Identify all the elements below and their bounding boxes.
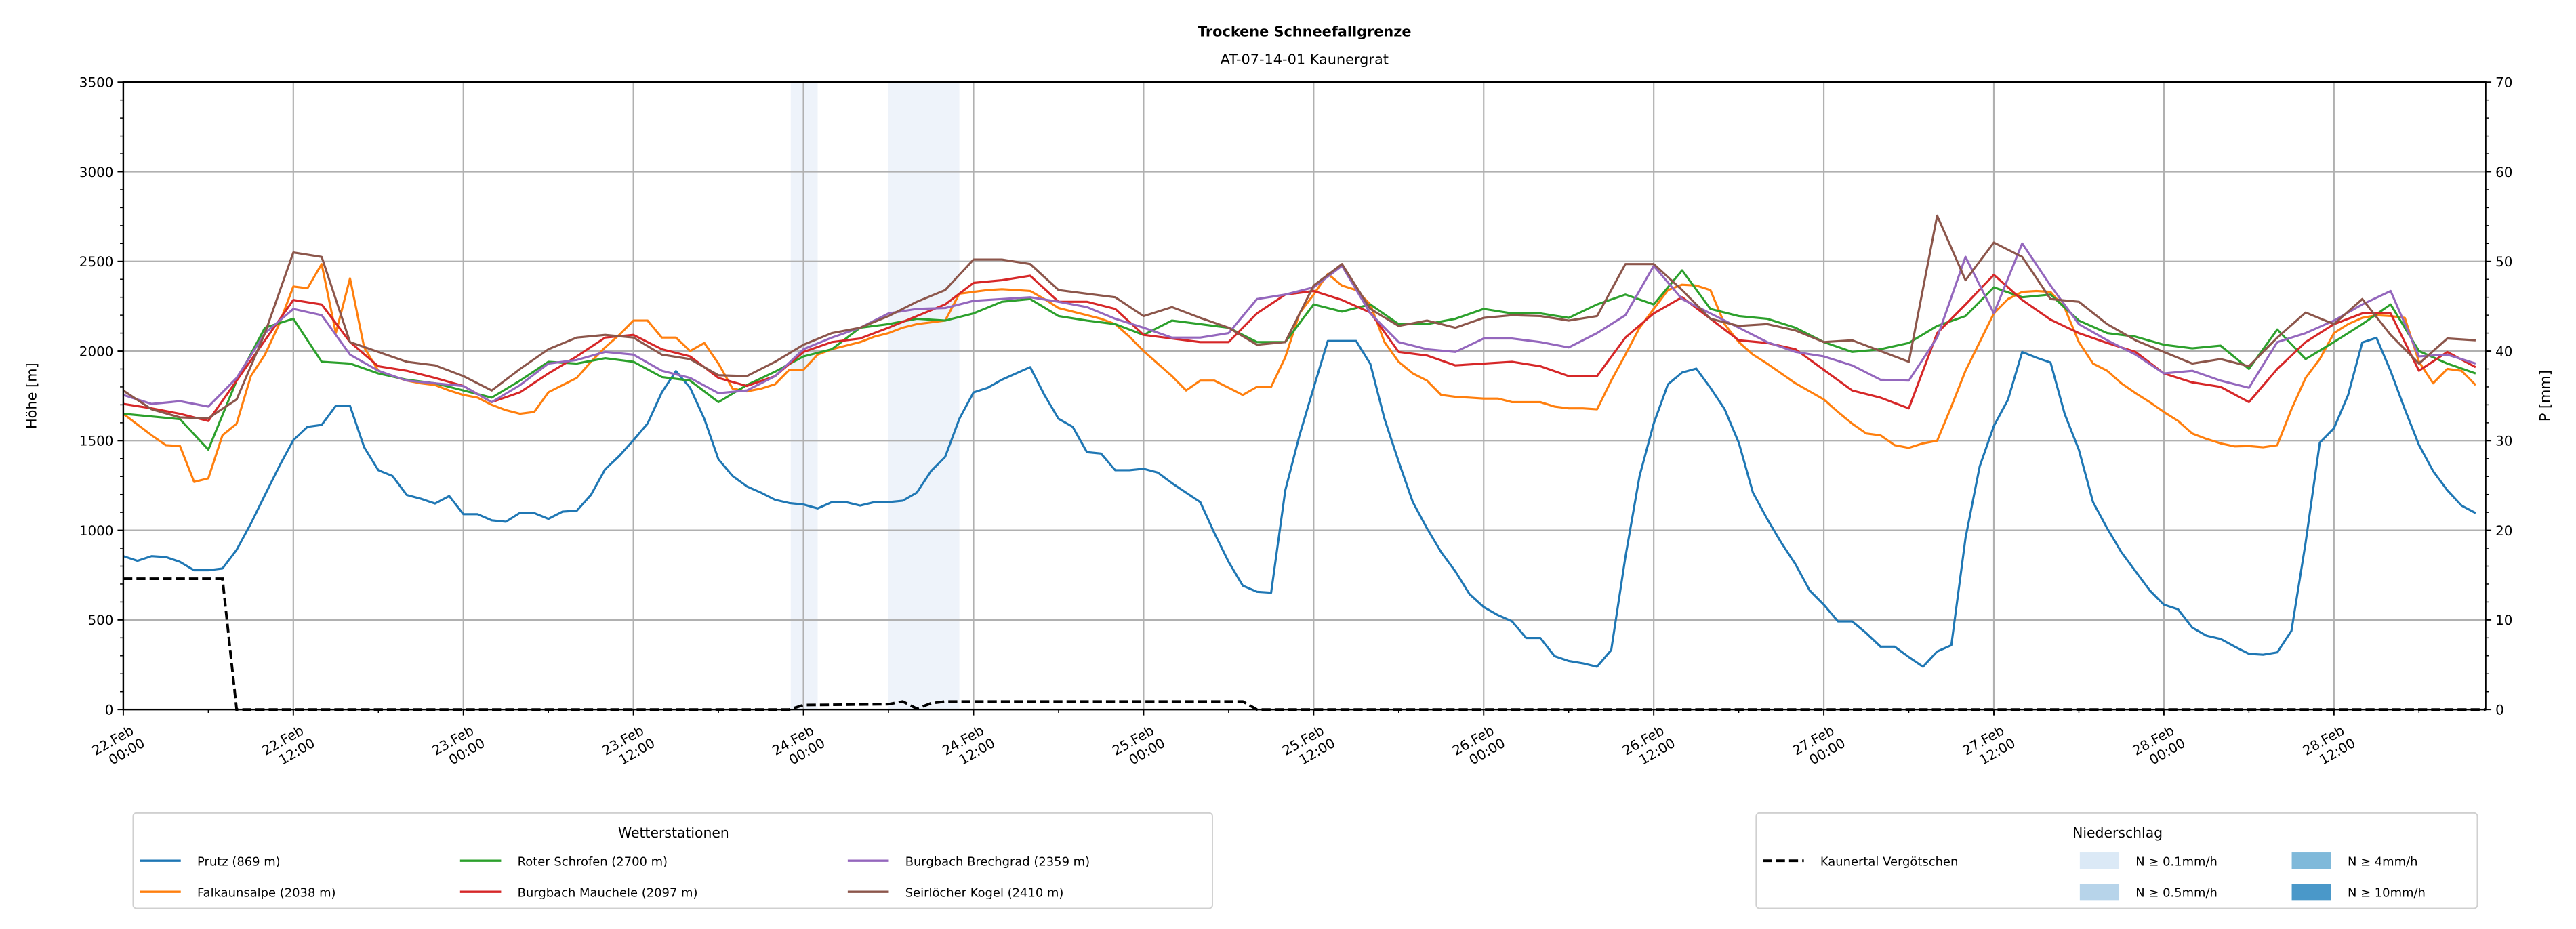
legend-swatch — [2291, 884, 2331, 901]
y-tick-label: 3500 — [79, 75, 114, 90]
precip-bands — [790, 82, 960, 710]
y2-tick-label: 10 — [2495, 613, 2512, 628]
legend-label: N ≥ 0.5mm/h — [2135, 886, 2217, 900]
y-tick-label: 3000 — [79, 165, 114, 180]
legend-title: Wetterstationen — [618, 825, 729, 841]
y2-tick-label: 20 — [2495, 523, 2512, 539]
legend-entry: N ≥ 0.5mm/h — [2079, 884, 2217, 901]
chart-title: Trockene Schneefallgrenze — [1198, 23, 1412, 39]
chart-subtitle: AT-07-14-01 Kaunergrat — [1221, 51, 1389, 68]
legend-entry: Seirlöcher Kogel (2410 m) — [847, 886, 1064, 900]
legend-entry: N ≥ 4mm/h — [2291, 852, 2418, 869]
legend-entry: N ≥ 10mm/h — [2291, 884, 2426, 901]
legend-swatch — [2291, 852, 2331, 869]
legend-entry: N ≥ 0.1mm/h — [2079, 852, 2217, 869]
y-axis-label: Höhe [m] — [23, 363, 39, 429]
y2-axis-label: P [mm] — [2537, 370, 2553, 421]
y-tick-label: 2000 — [79, 344, 114, 359]
legend-label: Seirlöcher Kogel (2410 m) — [905, 886, 1064, 900]
legend-label: Burgbach Brechgrad (2359 m) — [905, 854, 1090, 869]
y2-tick-label: 50 — [2495, 254, 2512, 270]
y2-tick-label: 70 — [2495, 75, 2512, 90]
legend-label: N ≥ 0.1mm/h — [2135, 854, 2217, 869]
legend-entry: Prutz (869 m) — [140, 854, 281, 869]
grid — [123, 82, 2486, 710]
y2-tick-label: 0 — [2495, 702, 2504, 718]
legend-title: Niederschlag — [2072, 825, 2163, 841]
series-line-0 — [123, 336, 2476, 668]
legend-label: Kaunertal Vergötschen — [1820, 854, 1958, 869]
legend-stations: Wetterstationen Prutz (869 m) Falkaunsalpe… — [132, 812, 1213, 909]
series-line-5 — [123, 214, 2476, 419]
y-tick-label: 0 — [105, 702, 114, 718]
legend-label: Falkaunsalpe (2038 m) — [197, 886, 336, 900]
axes: 0 500 1000 1500 2000 2500 3000 3500 0 10 20 30 40 50 6… — [79, 75, 2513, 768]
legend-label: Burgbach Mauchele (2097 m) — [518, 886, 698, 900]
legend-label: N ≥ 4mm/h — [2348, 854, 2418, 869]
legend-label: N ≥ 10mm/h — [2348, 886, 2426, 900]
legend-entry: Burgbach Brechgrad (2359 m) — [847, 854, 1090, 869]
legend-entry: Roter Schrofen (2700 m) — [459, 854, 668, 869]
legend-entry: Falkaunsalpe (2038 m) — [140, 886, 336, 900]
plot-frame — [122, 81, 2487, 711]
legend-precip: Niederschlag Kaunertal Vergötschen N ≥ 0.1… — [1755, 812, 2478, 909]
y-tick-label: 500 — [87, 613, 113, 628]
series-line-2 — [123, 269, 2476, 451]
series-lines — [122, 214, 2486, 711]
series-line-1 — [122, 263, 2477, 483]
precip-band — [888, 82, 960, 710]
legend-label: Roter Schrofen (2700 m) — [518, 854, 668, 869]
y2-tick-label: 30 — [2495, 434, 2512, 449]
precip-dashed-line — [123, 577, 2486, 711]
y-tick-label: 2500 — [79, 254, 114, 270]
legend-label: Prutz (869 m) — [197, 854, 281, 869]
legend-box — [132, 812, 1213, 909]
y-tick-label: 1500 — [79, 434, 114, 449]
y-tick-label: 1000 — [79, 523, 114, 539]
legend-swatch — [2079, 884, 2120, 901]
legend-swatch — [2079, 852, 2120, 869]
series-line-4 — [123, 242, 2476, 408]
series-line-3 — [123, 274, 2476, 422]
y2-tick-label: 60 — [2495, 165, 2512, 180]
y2-tick-label: 40 — [2495, 344, 2512, 359]
legend-entry: Burgbach Mauchele (2097 m) — [459, 886, 698, 900]
